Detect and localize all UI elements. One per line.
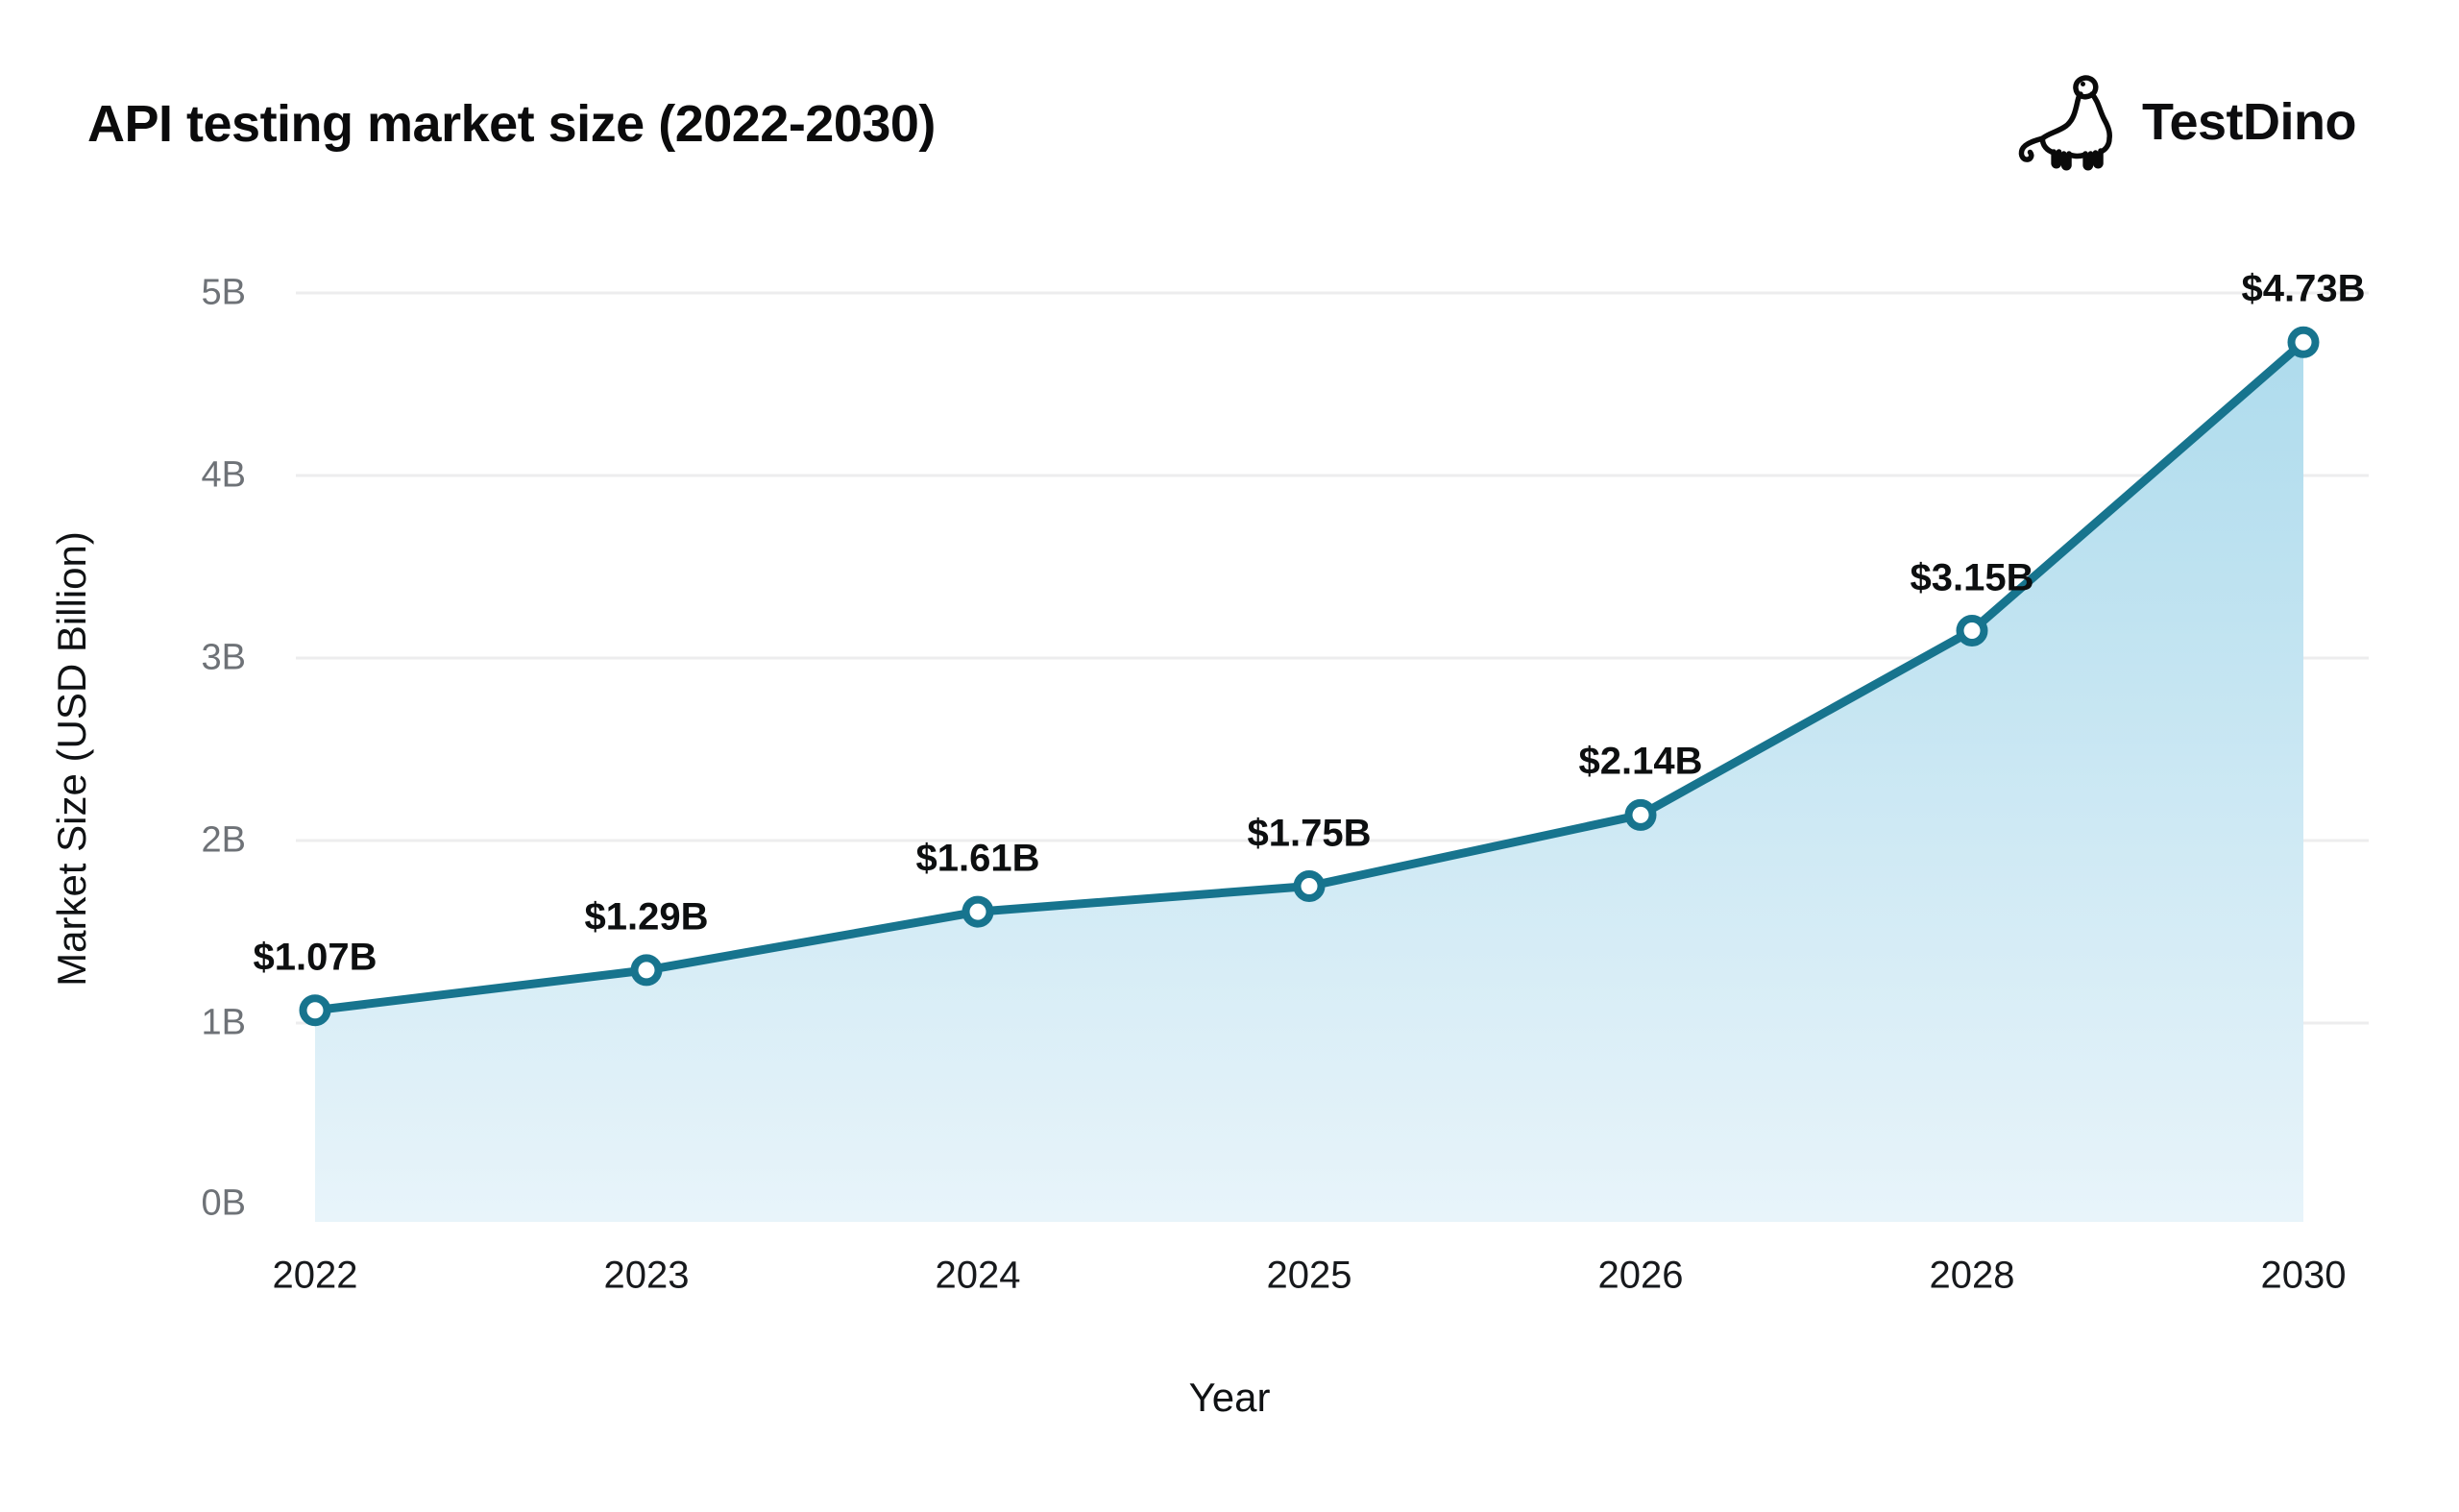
x-axis-tick-label: 2022 bbox=[272, 1254, 358, 1297]
dino-icon bbox=[2018, 75, 2112, 171]
area-fill bbox=[315, 342, 2303, 1222]
x-axis-tick-label: 2028 bbox=[1929, 1254, 2015, 1297]
dino-leg bbox=[2092, 148, 2104, 169]
data-point-label: $2.14B bbox=[1578, 740, 1703, 783]
data-point-label: $1.61B bbox=[915, 837, 1040, 880]
y-axis-tick-label: 4B bbox=[201, 454, 246, 496]
data-point-marker bbox=[1293, 870, 1326, 902]
x-axis-title: Year bbox=[1188, 1375, 1271, 1420]
y-axis-tick-label: 5B bbox=[201, 272, 246, 313]
data-point-marker bbox=[2287, 326, 2320, 358]
data-point-markers bbox=[299, 326, 2320, 1027]
data-point-label: $1.29B bbox=[584, 895, 709, 939]
y-axis-tick-label: 3B bbox=[201, 637, 246, 678]
chart-title: API testing market size (2022-2030) bbox=[87, 95, 936, 153]
x-axis-tick-label: 2025 bbox=[1266, 1254, 1352, 1297]
dino-back-inner-neck bbox=[2039, 91, 2083, 141]
x-axis-tick-label: 2024 bbox=[935, 1254, 1021, 1297]
data-point-marker bbox=[962, 895, 994, 928]
y-axis-tick-label: 2B bbox=[201, 819, 246, 861]
dino-neck-outer bbox=[2089, 91, 2112, 155]
dino-leg bbox=[2060, 151, 2072, 171]
data-point-marker bbox=[630, 954, 663, 987]
brand-name: TestDino bbox=[2142, 93, 2357, 151]
data-point-marker bbox=[1956, 615, 1988, 646]
data-point-label: $1.75B bbox=[1247, 812, 1372, 854]
y-axis-tick-label: 0B bbox=[201, 1183, 246, 1224]
x-axis-tick-label: 2023 bbox=[603, 1254, 690, 1297]
x-axis-tick-label: 2030 bbox=[2260, 1254, 2347, 1297]
brand-logo: TestDino bbox=[2015, 73, 2357, 171]
data-point-marker bbox=[299, 994, 331, 1027]
dino-leg bbox=[2051, 149, 2062, 169]
dino-tail bbox=[2018, 135, 2057, 162]
data-point-label: $3.15B bbox=[1910, 556, 2034, 598]
data-point-label: $4.73B bbox=[2241, 267, 2366, 310]
dino-leg bbox=[2082, 151, 2094, 171]
dino-eye bbox=[2081, 82, 2085, 86]
data-point-label: $1.07B bbox=[253, 936, 377, 979]
data-point-marker bbox=[1624, 798, 1657, 831]
y-axis-tick-label: 1B bbox=[201, 1002, 246, 1043]
y-axis-title: Market Size (USD Billion) bbox=[49, 531, 94, 987]
x-axis-tick-label: 2026 bbox=[1597, 1254, 1684, 1297]
